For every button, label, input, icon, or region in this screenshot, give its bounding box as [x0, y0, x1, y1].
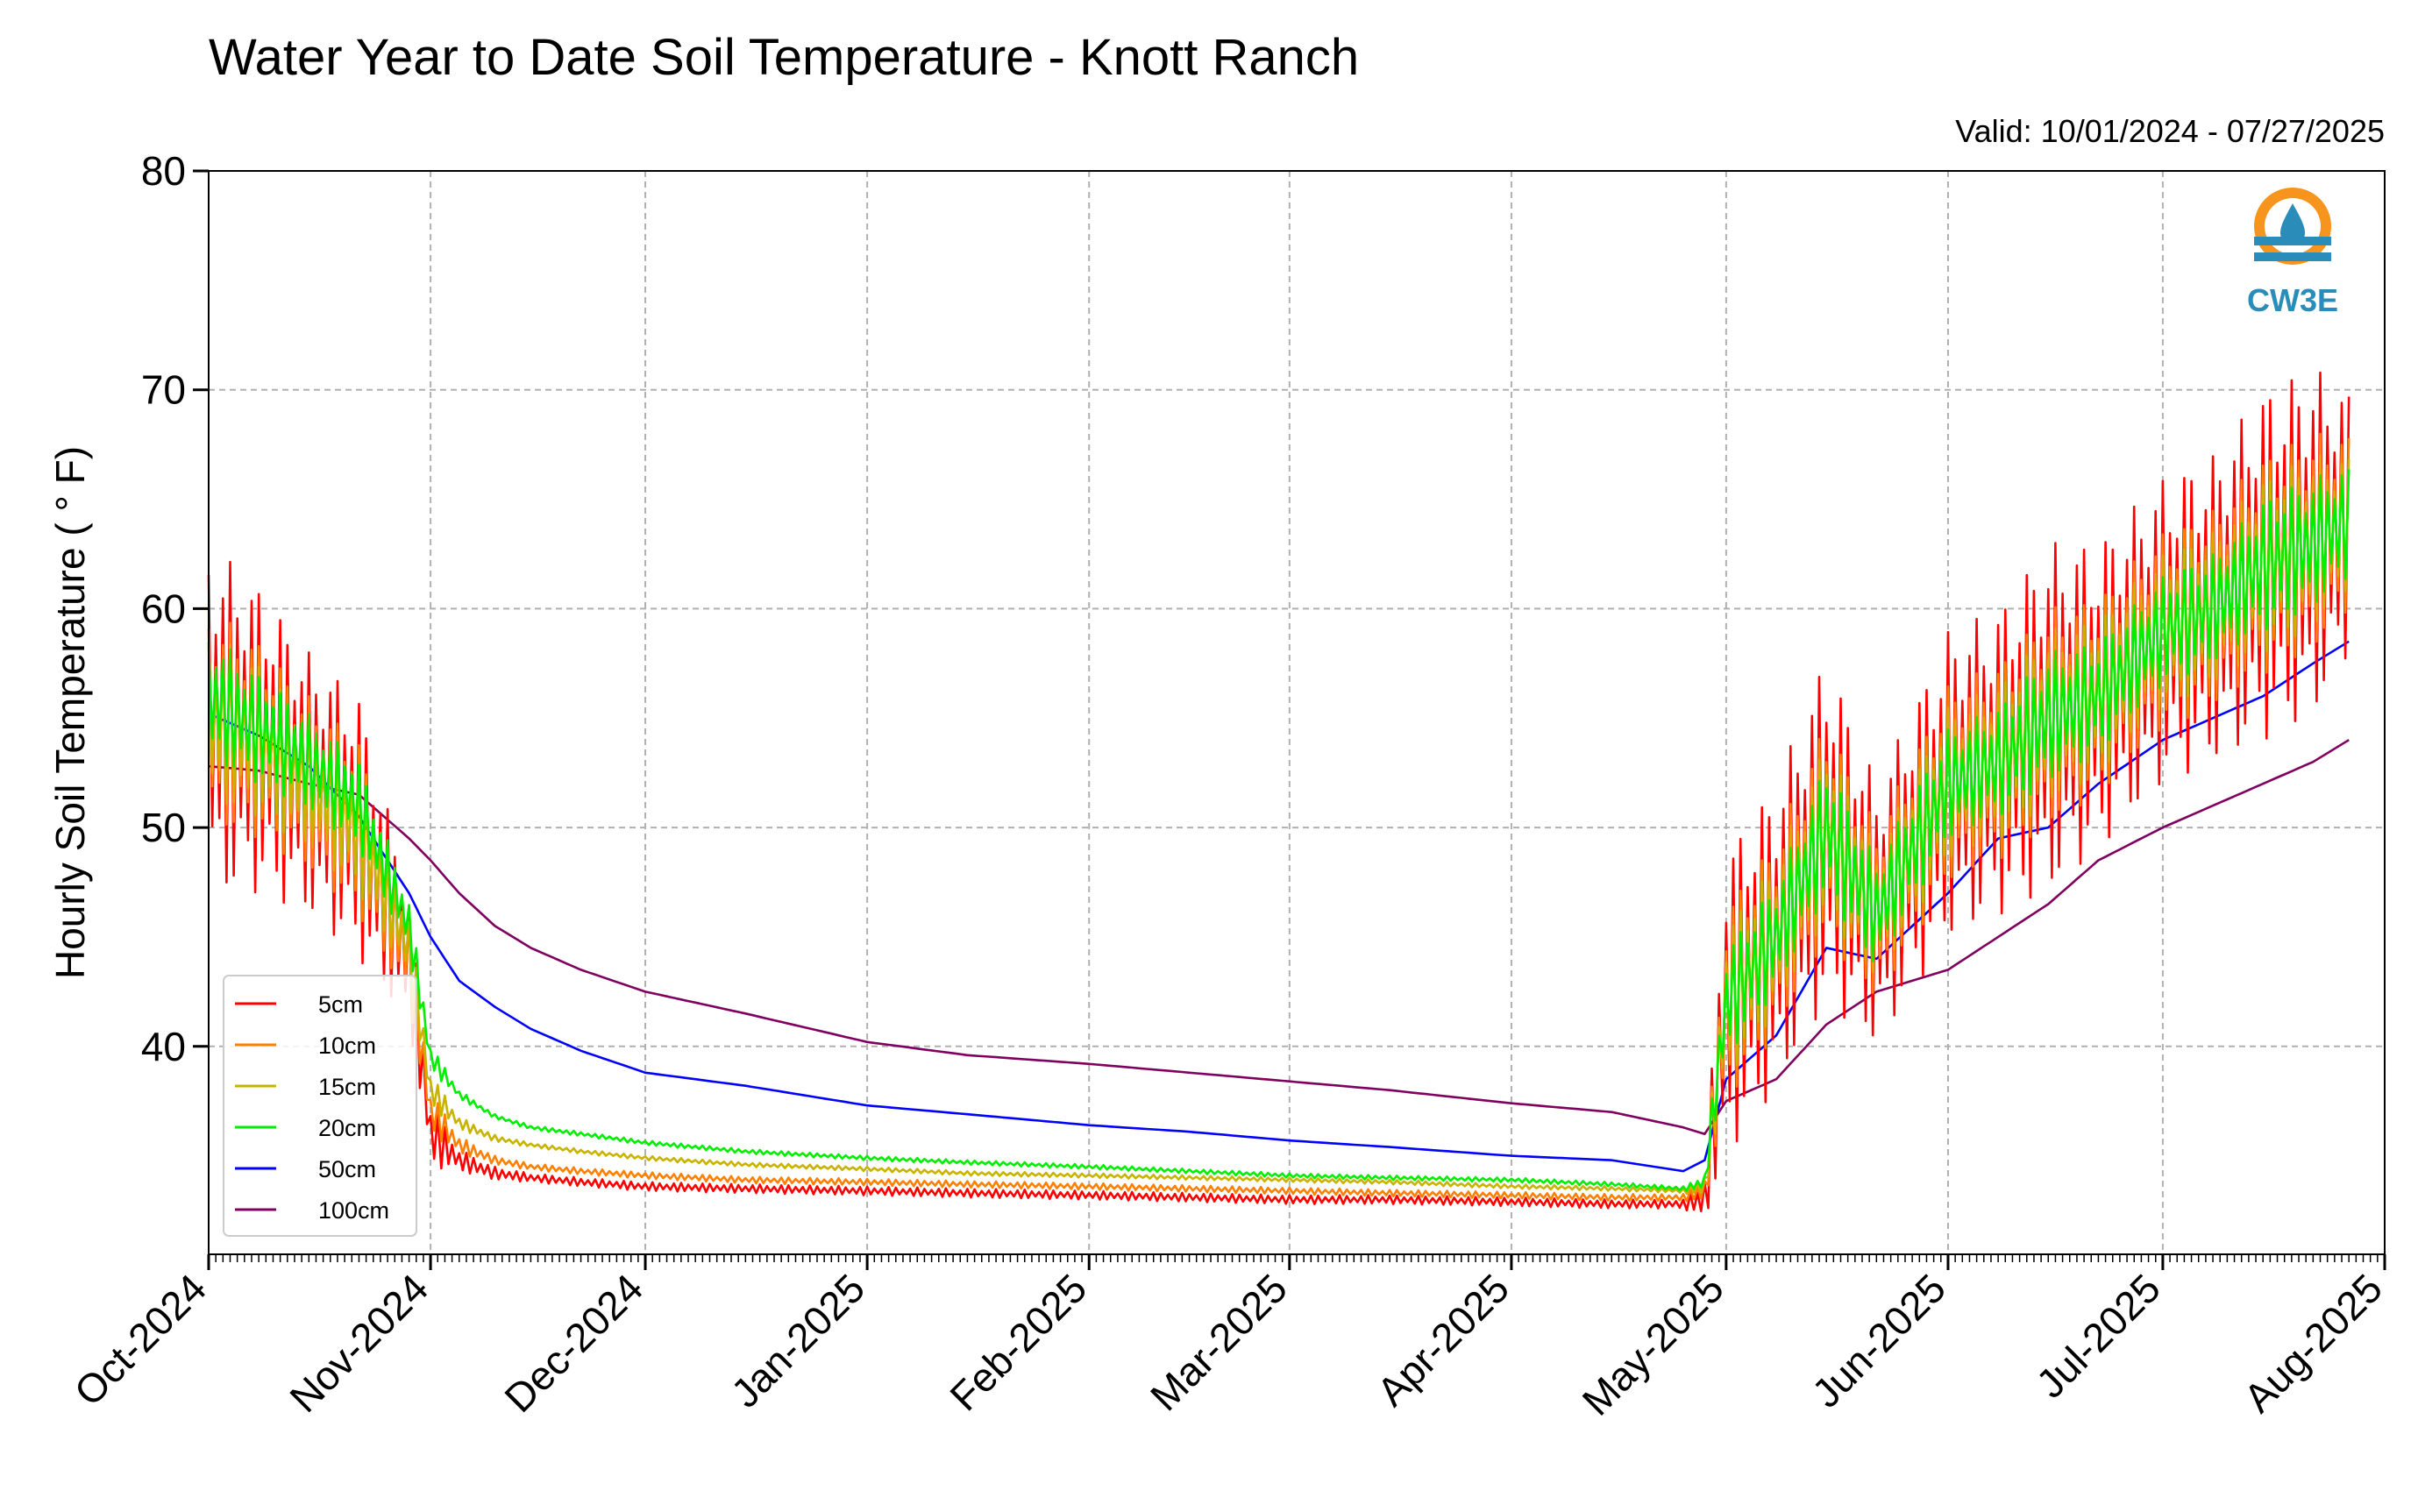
series-lines [207, 371, 2350, 1212]
y-axis-label: Hourly Soil Temperature ( ° F) [47, 446, 93, 979]
y-tick-label: 60 [141, 586, 186, 631]
legend-label-15cm: 15cm [318, 1074, 376, 1100]
series-line-100cm [208, 739, 2350, 1135]
x-tick-label: Jul-2025 [2027, 1265, 2169, 1407]
legend-label-50cm: 50cm [318, 1156, 376, 1182]
cw3e-logo-text: CW3E [2247, 282, 2338, 318]
series-line-10cm [207, 432, 2350, 1203]
x-tick-label: Jun-2025 [1803, 1265, 1954, 1416]
x-tick-label: Apr-2025 [1368, 1265, 1518, 1415]
x-tick-label: Dec-2024 [495, 1265, 651, 1421]
legend-label-5cm: 5cm [318, 991, 363, 1018]
y-tick-label: 40 [141, 1024, 186, 1069]
x-tick-label: Jan-2025 [722, 1265, 873, 1416]
x-tick-label: Feb-2025 [941, 1265, 1095, 1419]
y-tick-label: 80 [141, 148, 186, 194]
series-line-50cm [208, 640, 2350, 1173]
x-tick-label: Oct-2024 [66, 1265, 216, 1415]
chart-title: Water Year to Date Soil Temperature - Kn… [209, 29, 1359, 86]
legend-box [223, 975, 417, 1237]
valid-date-range: Valid: 10/01/2024 - 07/27/2025 [1955, 113, 2385, 149]
series-line-5cm [207, 371, 2350, 1212]
series-line-20cm [207, 469, 2350, 1192]
legend-label-10cm: 10cm [318, 1033, 376, 1059]
x-tick-label: May-2025 [1574, 1265, 1732, 1423]
legend-label-100cm: 100cm [318, 1197, 389, 1224]
cw3e-logo: CW3E [2247, 188, 2338, 318]
legend: 5cm 10cm 15cm 20cm 50cm 100cm [223, 975, 417, 1237]
y-tick-label: 70 [141, 367, 186, 413]
series-line-15cm [207, 454, 2350, 1196]
legend-label-20cm: 20cm [318, 1115, 376, 1141]
x-tick-label: Nov-2024 [281, 1265, 437, 1421]
x-tick-label: Aug-2025 [2235, 1265, 2391, 1421]
x-tick-label: Mar-2025 [1141, 1265, 1296, 1419]
y-tick-label: 50 [141, 805, 186, 850]
